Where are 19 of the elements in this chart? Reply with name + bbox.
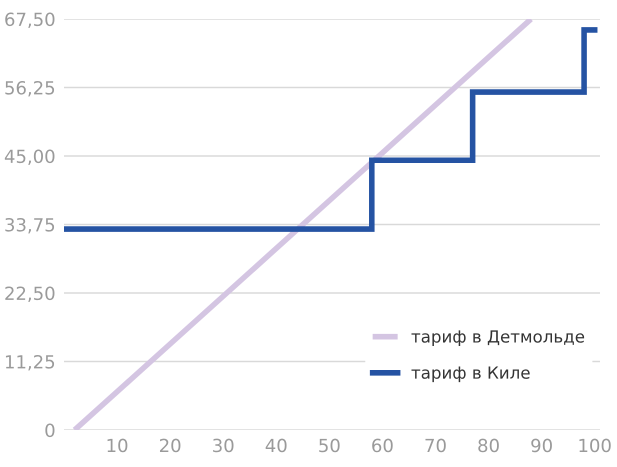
x-tick-label: 90 [531,438,552,452]
x-tick-label: 30 [213,438,234,452]
x-tick-label: 10 [108,438,128,452]
x-tick-label: 40 [266,438,287,452]
legend-label: тариф в Детмольде [411,330,584,346]
y-tick-label: 0 [45,423,54,438]
x-tick-label: 60 [372,438,393,452]
y-tick-label: 33,75 [5,218,54,234]
x-tick-label: 70 [425,438,446,452]
y-tick-label: 67,50 [5,12,54,28]
y-tick-label: 11,25 [6,354,54,370]
x-tick-label: 50 [319,438,340,452]
y-tick-label: 45,00 [4,149,54,165]
x-tick-label: 20 [160,438,180,452]
y-tick-label: 56,25 [5,80,54,96]
y-tick-label: 22,50 [5,286,54,302]
x-tick-label: 80 [478,438,499,452]
x-tick-label: 100 [579,438,611,452]
legend-label: тариф в Киле [411,366,530,382]
